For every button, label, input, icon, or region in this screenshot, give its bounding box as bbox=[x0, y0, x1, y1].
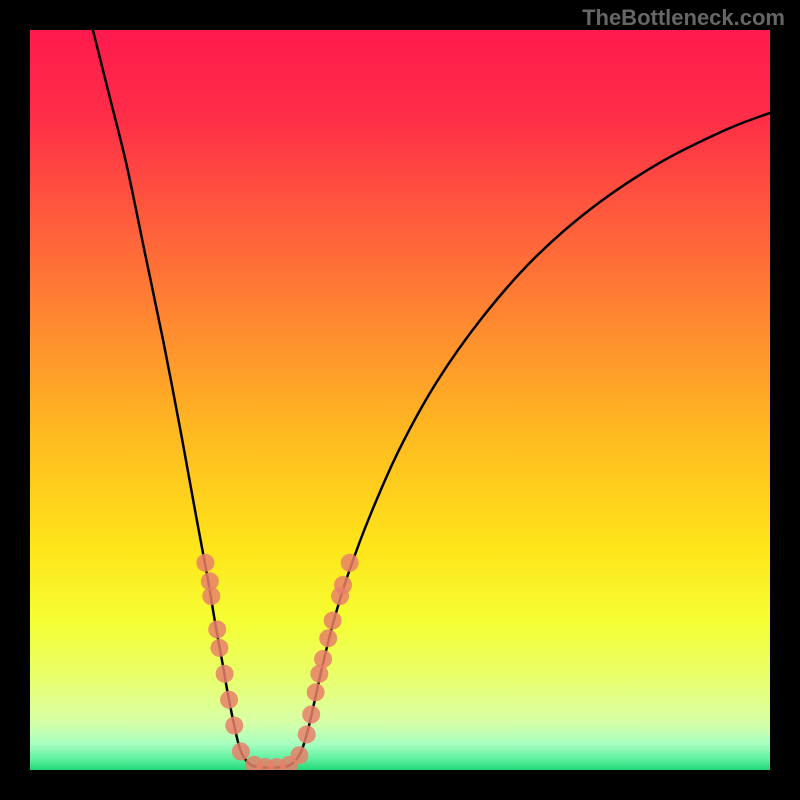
data-marker bbox=[314, 650, 332, 668]
watermark-text: TheBottleneck.com bbox=[582, 5, 785, 31]
data-marker bbox=[220, 691, 238, 709]
bottleneck-curve-chart bbox=[30, 30, 770, 770]
data-marker bbox=[225, 717, 243, 735]
data-marker bbox=[196, 554, 214, 572]
data-marker bbox=[290, 746, 308, 764]
data-marker bbox=[324, 612, 342, 630]
data-marker bbox=[232, 743, 250, 761]
data-marker bbox=[208, 620, 226, 638]
data-marker bbox=[302, 706, 320, 724]
data-marker bbox=[307, 683, 325, 701]
data-marker bbox=[202, 587, 220, 605]
data-marker bbox=[334, 576, 352, 594]
data-marker bbox=[341, 554, 359, 572]
data-marker bbox=[319, 629, 337, 647]
data-marker bbox=[210, 639, 228, 657]
data-marker bbox=[298, 725, 316, 743]
chart-container bbox=[30, 30, 770, 770]
gradient-background bbox=[30, 30, 770, 770]
data-marker bbox=[216, 665, 234, 683]
